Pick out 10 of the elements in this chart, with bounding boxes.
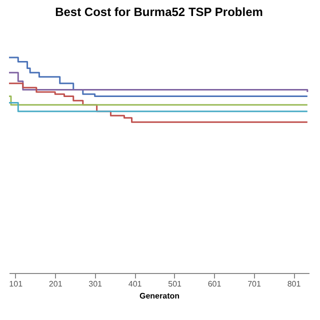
x-tick-label: 301 — [88, 280, 103, 288]
x-tick-label: 501 — [168, 280, 182, 288]
x-tick-label: 601 — [208, 280, 222, 288]
x-tick-label: 201 — [48, 280, 63, 288]
x-axis-title: Generaton — [139, 292, 180, 300]
chart-title: Best Cost for Burma52 TSP Problem — [55, 5, 263, 19]
x-tick-label: 401 — [128, 280, 142, 288]
x-tick-label: 101 — [9, 280, 24, 288]
x-tick-label: 801 — [287, 280, 302, 288]
x-tick-label: 701 — [248, 280, 262, 288]
